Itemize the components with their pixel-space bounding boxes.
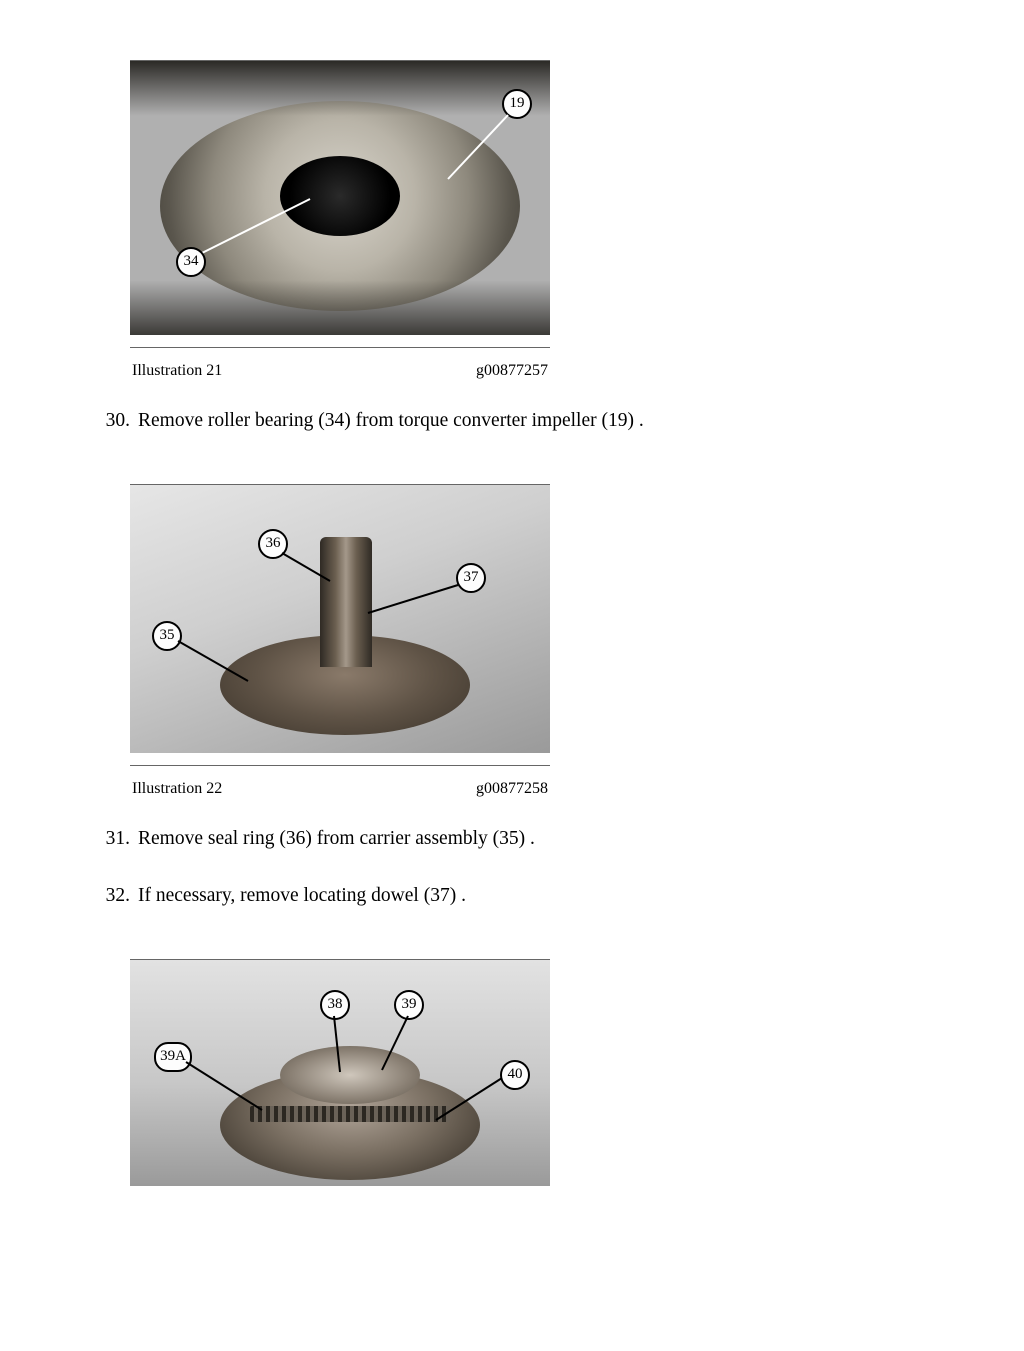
step-31: 31. Remove seal ring (36) from carrier a… bbox=[90, 826, 934, 852]
illustration-22-photo: 36 37 35 bbox=[130, 485, 550, 753]
callout-34: 34 bbox=[176, 247, 206, 277]
illustration-id: g00877258 bbox=[476, 780, 548, 798]
figure-23: 38 39 39A 40 bbox=[130, 959, 550, 1186]
illustration-label: Illustration 21 bbox=[132, 362, 222, 380]
leader-lines-21 bbox=[130, 61, 550, 335]
caption-row-22: Illustration 22 g00877258 bbox=[130, 766, 550, 804]
figure-21: 19 34 Illustration 21 g00877257 bbox=[130, 60, 550, 386]
figure-22: 36 37 35 Illustration 22 g00877258 bbox=[130, 484, 550, 804]
step-text: Remove roller bearing (34) from torque c… bbox=[138, 408, 934, 434]
caption-row-21: Illustration 21 g00877257 bbox=[130, 348, 550, 386]
step-list: 30. Remove roller bearing (34) from torq… bbox=[90, 408, 934, 434]
illustration-label: Illustration 22 bbox=[132, 780, 222, 798]
step-number: 32. bbox=[90, 883, 138, 909]
step-number: 31. bbox=[90, 826, 138, 852]
step-list: 31. Remove seal ring (36) from carrier a… bbox=[90, 826, 934, 909]
step-text: Remove seal ring (36) from carrier assem… bbox=[138, 826, 934, 852]
step-32: 32. If necessary, remove locating dowel … bbox=[90, 883, 934, 909]
step-30: 30. Remove roller bearing (34) from torq… bbox=[90, 408, 934, 434]
step-number: 30. bbox=[90, 408, 138, 434]
page: 19 34 Illustration 21 g00877257 30. Remo… bbox=[0, 0, 1024, 1236]
illustration-23-photo: 38 39 39A 40 bbox=[130, 960, 550, 1186]
illustration-id: g00877257 bbox=[476, 362, 548, 380]
step-text: If necessary, remove locating dowel (37)… bbox=[138, 883, 934, 909]
leader-lines-23 bbox=[130, 960, 550, 1186]
leader-lines-22 bbox=[130, 485, 550, 753]
illustration-21-photo: 19 34 bbox=[130, 61, 550, 335]
